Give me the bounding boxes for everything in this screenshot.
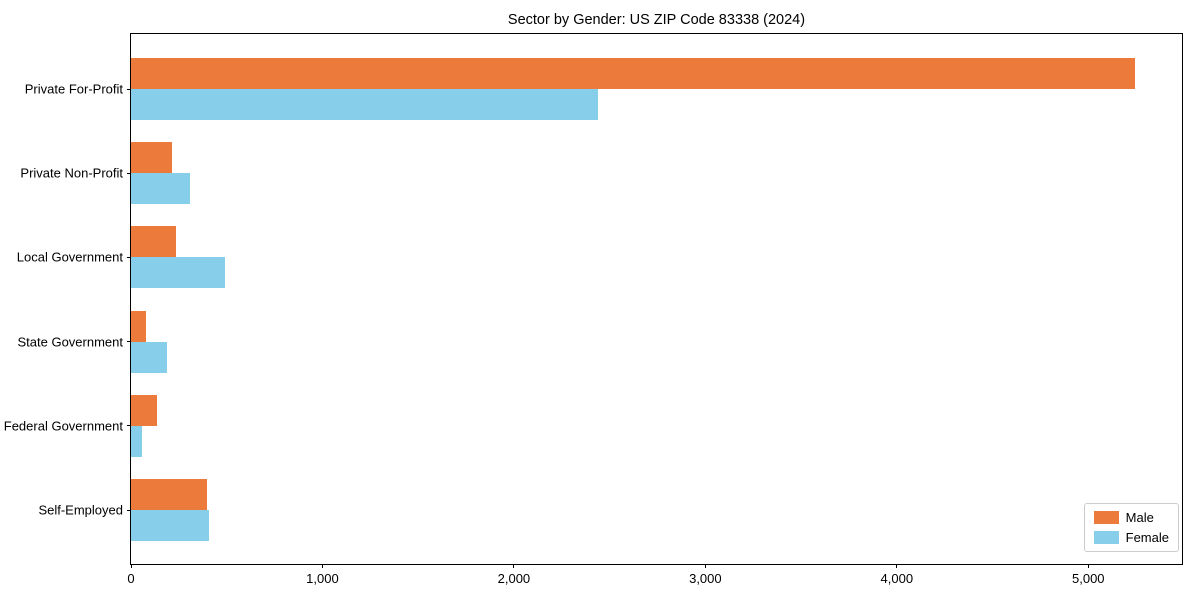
bar-private-for-profit-male (131, 58, 1135, 89)
bar-state-government-female (131, 341, 167, 373)
y-tick-mark-private-for-profit (127, 88, 131, 90)
y-tick-mark-federal-government (127, 425, 131, 427)
legend: Male Female (1083, 503, 1179, 552)
bar-federal-government-female (131, 425, 142, 457)
y-tick-mark-private-non-profit (127, 172, 131, 174)
x-tick-mark-4-000 (896, 564, 898, 568)
x-tick-mark-2-000 (513, 564, 515, 568)
bar-federal-government-male (131, 394, 157, 426)
bar-private-non-profit-female (131, 173, 190, 205)
bar-self-employed-female (131, 510, 209, 541)
legend-item-male: Male (1093, 510, 1169, 525)
y-axis-label-federal-government: Federal Government (3, 418, 123, 434)
chart-title: Sector by Gender: US ZIP Code 83338 (202… (507, 12, 806, 28)
bar-local-government-male (131, 226, 176, 258)
x-tick-mark-1-000 (321, 564, 323, 568)
y-axis-label-state-government: State Government (17, 334, 124, 350)
legend-label-female: Female (1125, 530, 1169, 545)
bar-private-for-profit-female (131, 89, 598, 120)
y-axis-label-private-non-profit: Private Non-Profit (20, 165, 123, 181)
legend-item-female: Female (1093, 530, 1169, 545)
plot-area: Male Female Private For-Profit Private No… (4, 33, 1183, 586)
y-tick-mark-self-employed (127, 509, 131, 511)
x-axis-label-4-000: 4,000 (880, 571, 914, 586)
legend-swatch-male-icon (1093, 511, 1119, 524)
y-tick-mark-state-government (127, 341, 131, 343)
y-axis-label-private-for-profit: Private For-Profit (24, 81, 123, 97)
x-axis-label-0: 0 (127, 571, 135, 586)
y-axis-label-local-government: Local Government (16, 249, 123, 265)
x-tick-mark-3-000 (704, 564, 706, 568)
bar-state-government-male (131, 310, 146, 342)
x-axis-label-3-000: 3,000 (689, 571, 722, 586)
bar-private-non-profit-male (131, 142, 172, 174)
x-axis-label-2-000: 2,000 (497, 571, 531, 586)
y-axis-label-self-employed: Self-Employed (38, 502, 123, 518)
x-tick-mark-5-000 (1087, 564, 1089, 568)
x-axis-label-1-000: 1,000 (306, 571, 339, 586)
legend-label-male: Male (1125, 510, 1154, 525)
x-tick-mark-0 (130, 564, 132, 568)
x-axis-label-5-000: 5,000 (1071, 571, 1105, 586)
legend-swatch-female-icon (1093, 531, 1119, 544)
bar-self-employed-male (131, 479, 207, 510)
bar-local-government-female (131, 257, 225, 289)
y-tick-mark-local-government (127, 256, 131, 258)
